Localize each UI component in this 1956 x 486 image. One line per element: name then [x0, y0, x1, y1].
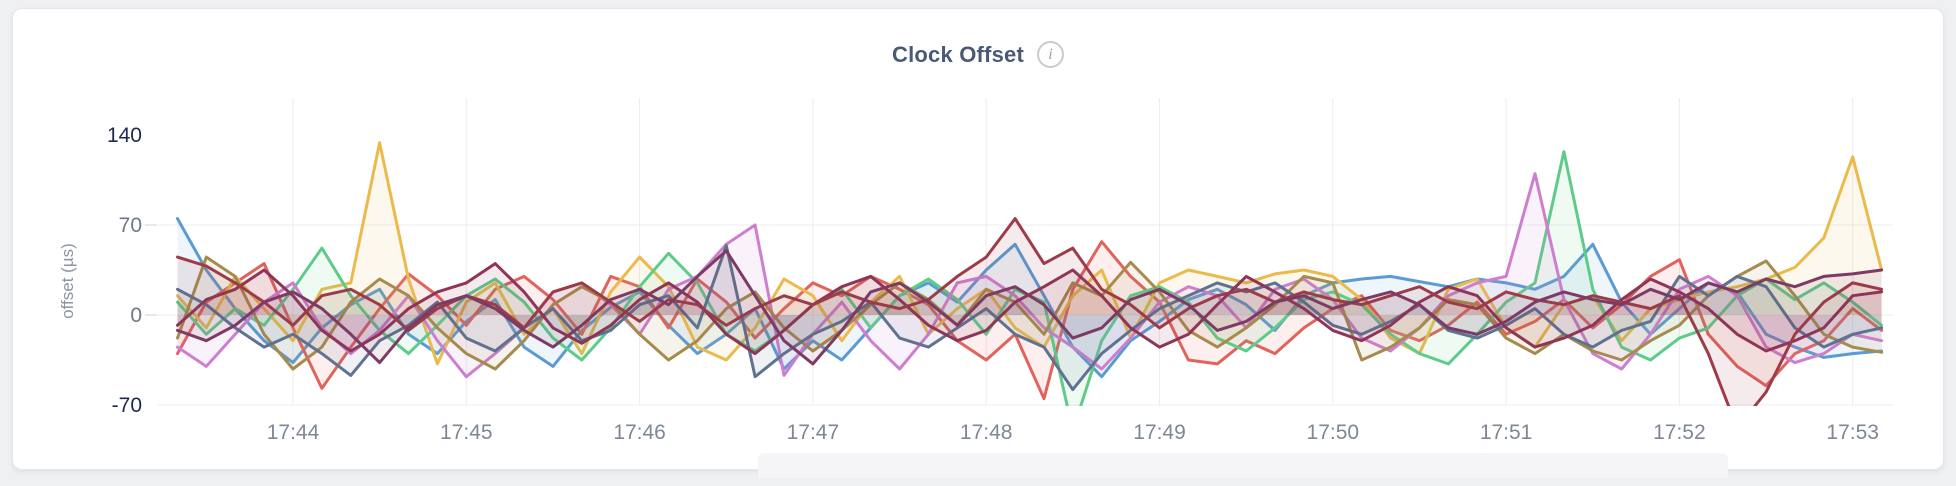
series-area-8 — [177, 218, 1882, 406]
series-group — [176, 141, 1884, 406]
info-icon[interactable]: i — [1036, 41, 1064, 68]
x-tick-label: 17:44 — [267, 421, 320, 444]
chart-card: Clock Offset i offset (µs) — [12, 8, 1944, 478]
x-tick-label: 17:51 — [1480, 421, 1533, 444]
partial-element-below — [758, 453, 1728, 478]
axis-labels: 17:44 17:45 17:46 17:47 17:48 17:49 17:50 17:51… — [107, 124, 1879, 444]
x-tick-label: 17:45 — [440, 421, 493, 444]
series-area-9 — [177, 250, 1882, 364]
y-tick-label: 0 — [130, 304, 142, 327]
series-area-7 — [177, 263, 1882, 354]
series-area-0 — [177, 218, 1882, 377]
x-tick-label: 17:52 — [1653, 421, 1706, 444]
chart-title: Clock Offset — [892, 41, 1024, 67]
x-tick-label: 17:53 — [1826, 421, 1879, 444]
series-area-4 — [177, 173, 1882, 377]
series-line-9 — [176, 249, 1884, 366]
series-area-3 — [177, 151, 1882, 406]
x-tick-label: 17:47 — [787, 421, 840, 444]
series-line-5 — [176, 255, 1884, 371]
x-tick-label: 17:50 — [1307, 421, 1360, 444]
y-tick-label: 70 — [119, 214, 142, 237]
series-line-4 — [176, 172, 1884, 379]
y-tick-label: -70 — [112, 394, 142, 417]
series-line-1 — [176, 240, 1884, 401]
y-tick-label: 140 — [107, 124, 142, 147]
info-icon-glyph: i — [1048, 45, 1053, 63]
series-line-2 — [176, 141, 1884, 366]
x-tick-label: 17:46 — [613, 421, 666, 444]
series-area-6 — [177, 245, 1882, 390]
chart-header: Clock Offset i — [13, 41, 1943, 68]
series-line-6 — [176, 244, 1884, 392]
x-tick-label: 17:48 — [960, 421, 1013, 444]
series-line-0 — [176, 217, 1884, 379]
x-tick-label: 17:49 — [1133, 421, 1186, 444]
